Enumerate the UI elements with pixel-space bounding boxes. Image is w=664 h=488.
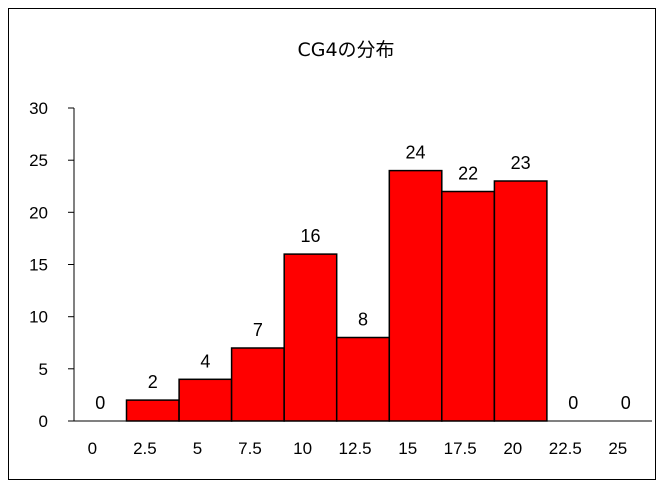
bar-4 xyxy=(283,253,338,422)
data-label-9: 0 xyxy=(568,393,578,413)
data-label-3: 7 xyxy=(253,320,263,340)
x-tick-label-4: 10 xyxy=(293,439,312,458)
y-tick-label-1: 5 xyxy=(39,360,48,379)
data-label-6: 24 xyxy=(405,143,425,163)
data-label-5: 8 xyxy=(358,310,368,330)
bar-2 xyxy=(178,378,233,422)
x-tick-label-3: 7.5 xyxy=(238,439,262,458)
x-tick-label-10: 25 xyxy=(608,439,627,458)
data-label-2: 4 xyxy=(200,351,210,371)
x-tick-label-7: 17.5 xyxy=(444,439,477,458)
x-tick-label-2: 5 xyxy=(193,439,202,458)
x-tick-label-1: 2.5 xyxy=(133,439,157,458)
chart-title: CG4の分布 xyxy=(297,39,394,61)
bar-5 xyxy=(335,336,390,422)
y-tick-label-5: 25 xyxy=(29,151,48,170)
x-tick-label-5: 12.5 xyxy=(339,439,372,458)
y-tick-label-2: 10 xyxy=(29,308,48,327)
data-label-0: 0 xyxy=(95,393,105,413)
x-tick-label-6: 15 xyxy=(398,439,417,458)
data-label-1: 2 xyxy=(148,372,158,392)
x-tick-label-8: 20 xyxy=(503,439,522,458)
y-tick-label-3: 15 xyxy=(29,256,48,275)
bar-7 xyxy=(441,190,496,422)
axes-group xyxy=(68,107,652,422)
y-tick-label-6: 30 xyxy=(29,99,48,118)
y-tick-label-0: 0 xyxy=(39,412,48,431)
x-tick-label-0: 0 xyxy=(88,439,97,458)
data-label-8: 23 xyxy=(511,153,531,173)
bar-3 xyxy=(230,347,285,422)
data-label-10: 0 xyxy=(621,393,631,413)
data-label-4: 16 xyxy=(300,226,320,246)
x-tick-label-9: 22.5 xyxy=(549,439,582,458)
bar-1 xyxy=(125,399,180,422)
labels-group: 0022.54577.51610812.524152217.52320022.5… xyxy=(29,99,631,458)
bar-8 xyxy=(493,180,548,422)
y-tick-label-4: 20 xyxy=(29,203,48,222)
bars-group xyxy=(125,169,548,422)
bar-6 xyxy=(388,169,443,422)
data-label-7: 22 xyxy=(458,164,478,184)
